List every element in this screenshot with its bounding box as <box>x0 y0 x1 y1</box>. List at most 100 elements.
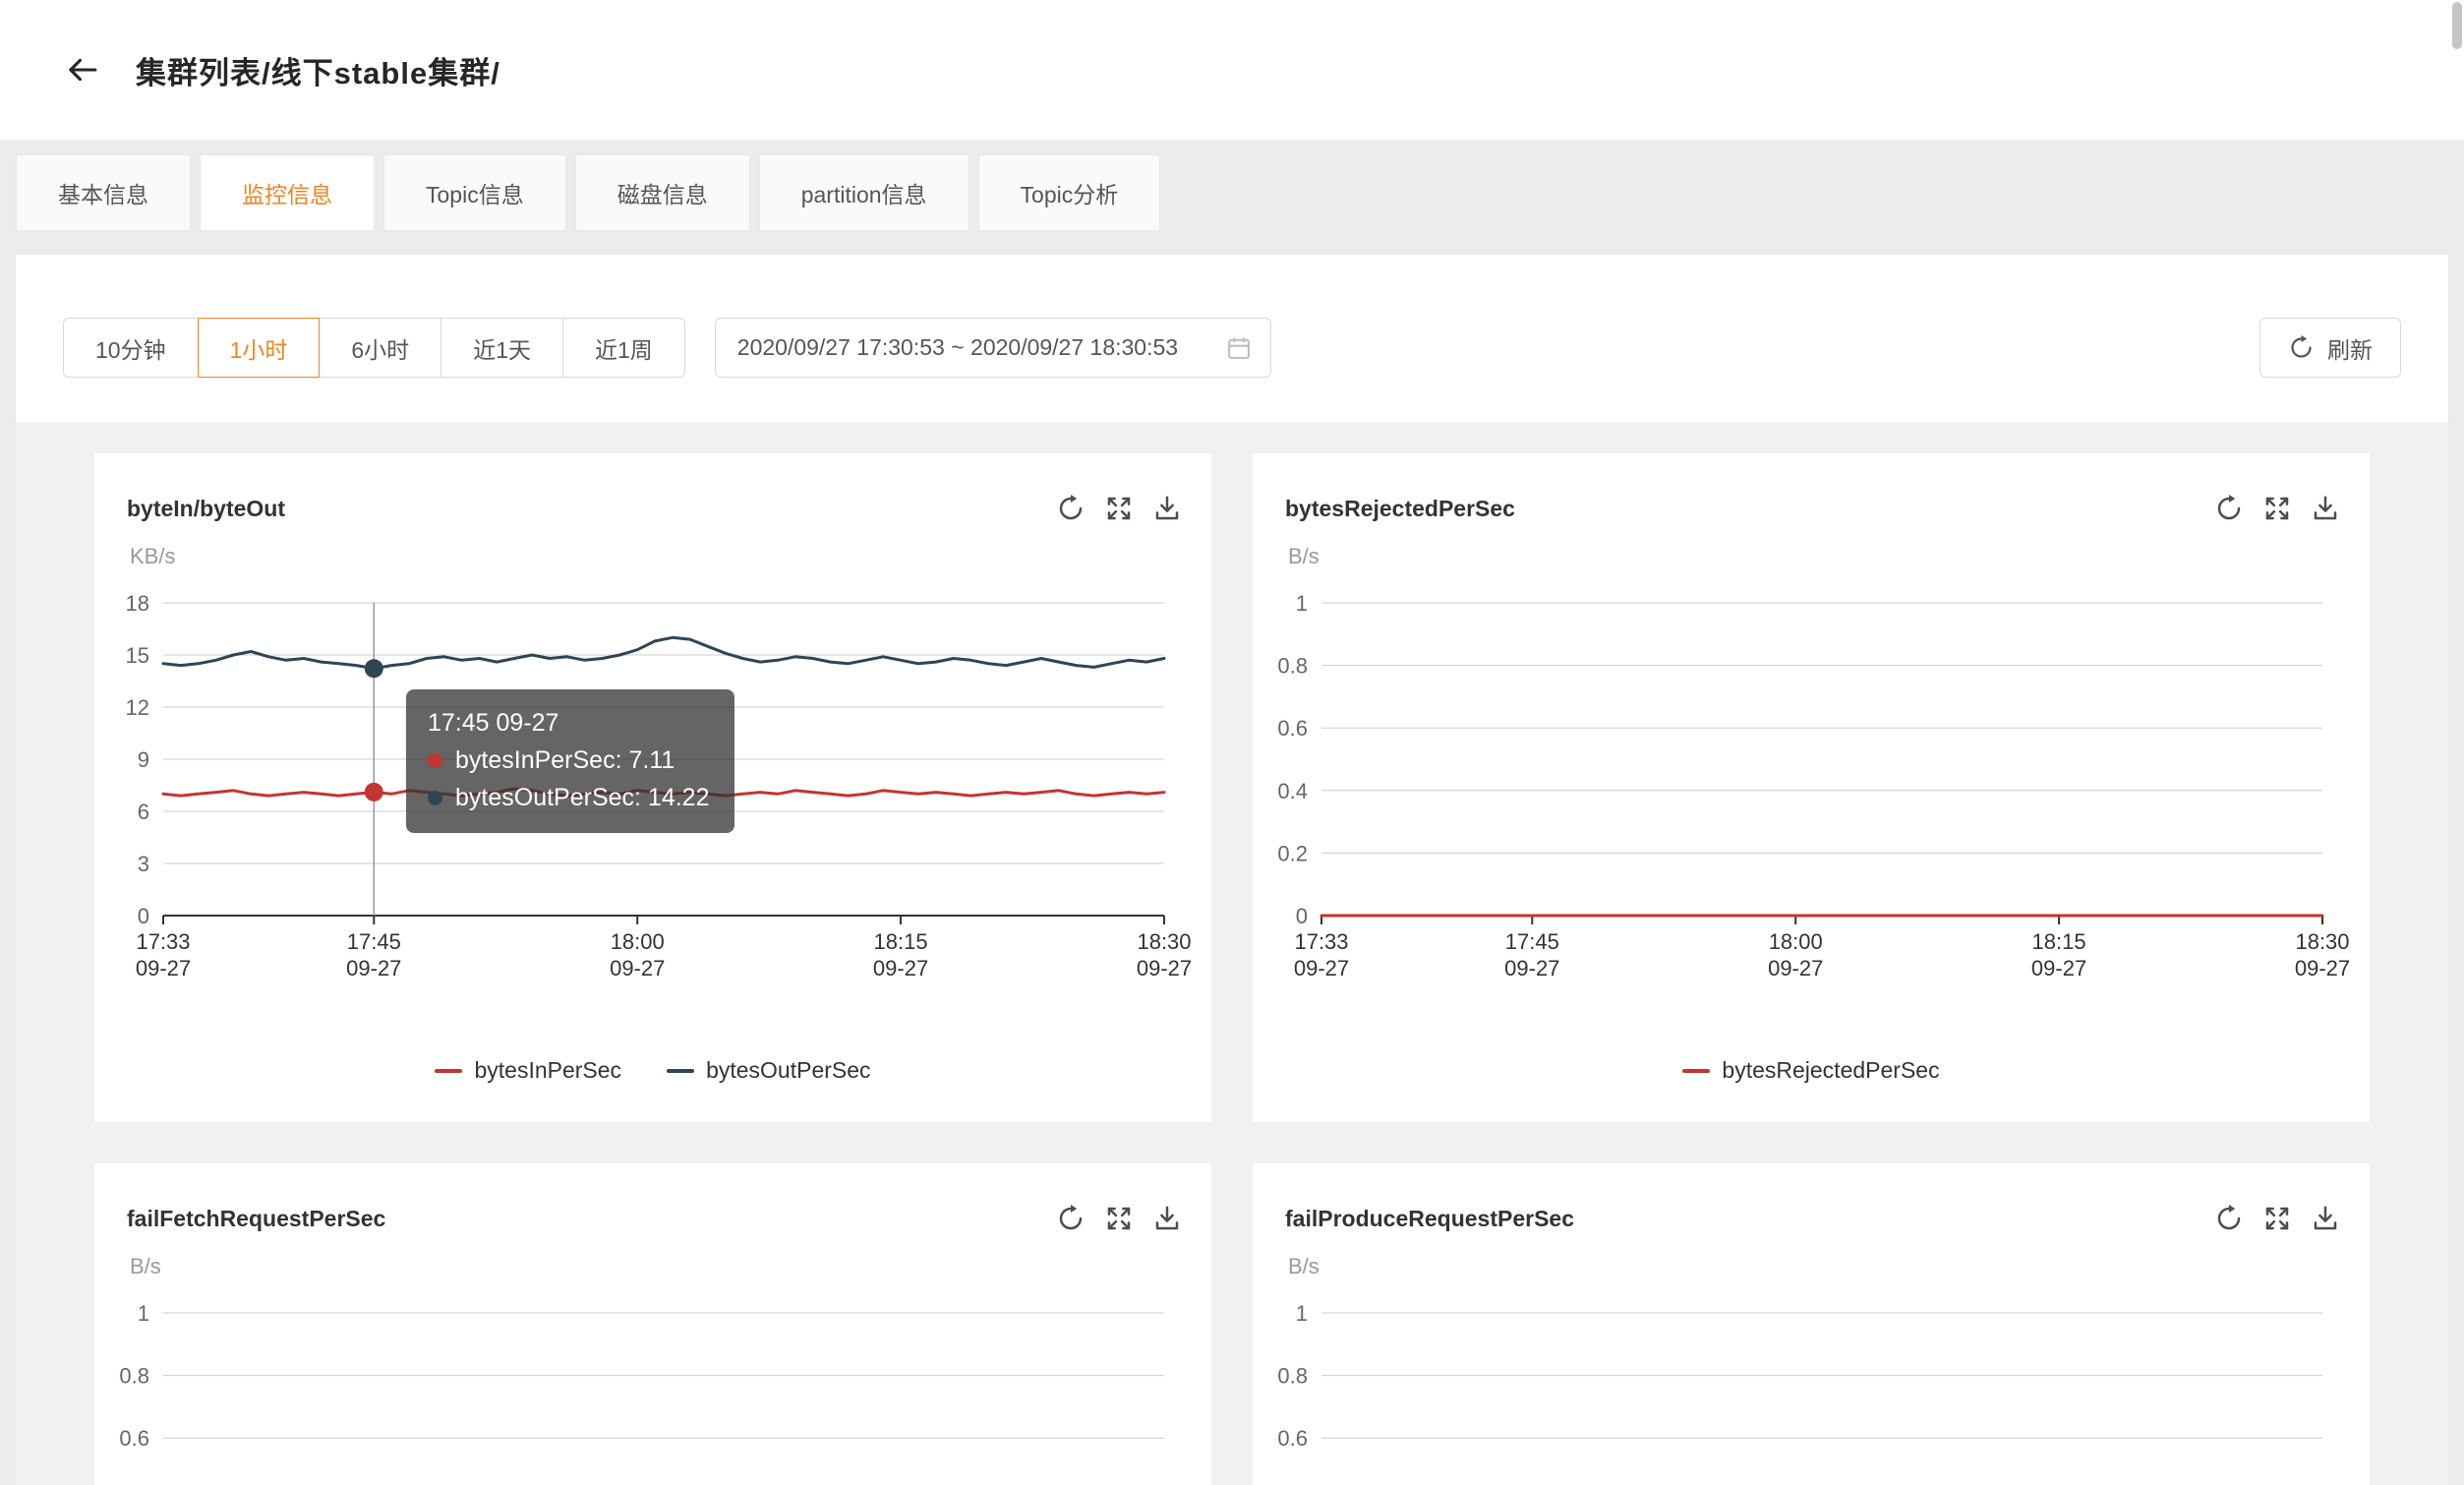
time-range-group: 10分钟 1小时 6小时 近1天 近1周 <box>63 318 685 378</box>
download-icon[interactable] <box>2311 1204 2340 1233</box>
time-range-2[interactable]: 6小时 <box>319 318 442 378</box>
time-range-3[interactable]: 近1天 <box>440 318 563 378</box>
chart-canvas[interactable]: KB/s 0 3 6 9 12 15 18 17:33 09-27 17:45 09-27 18:00 0… <box>94 538 1211 985</box>
tooltip-text: bytesOutPerSec: 14.22 <box>455 784 710 811</box>
time-range-1[interactable]: 1小时 <box>197 318 321 378</box>
y-tick-label: 6 <box>138 800 149 824</box>
refresh-button[interactable]: 刷新 <box>2259 318 2401 378</box>
chart-tooltip: 17:45 09-27 bytesInPerSec: 7.11 bytesOutPe… <box>406 689 735 833</box>
y-tick-label: 3 <box>138 852 149 876</box>
chart-title: byteIn/byteOut <box>127 495 286 521</box>
tab-1[interactable]: 监控信息 <box>200 154 375 231</box>
tab-label: Topic信息 <box>426 182 524 208</box>
y-tick-label: 0.8 <box>1277 654 1308 679</box>
main-card: 10分钟 1小时 6小时 近1天 近1周 2020/09/27 17:30:53 ~ 2… <box>16 255 2448 1485</box>
tab-label: partition信息 <box>800 182 927 208</box>
y-tick-label: 0.6 <box>119 1426 149 1451</box>
time-range-4[interactable]: 近1周 <box>561 318 685 378</box>
refresh-icon <box>2288 334 2315 361</box>
y-tick-label: 12 <box>126 695 149 720</box>
chart-legend: bytesRejectedPerSec <box>1253 1057 2370 1084</box>
tooltip-text: bytesInPerSec: 7.11 <box>455 746 675 774</box>
y-tick-label: 18 <box>126 591 149 616</box>
tab-label: 监控信息 <box>242 182 332 208</box>
tab-2[interactable]: Topic信息 <box>383 154 566 231</box>
series-dot-icon <box>428 790 442 805</box>
charts-grid: byteIn/byteOut KB/s 0 3 6 9 12 15 18 17:33 09-27 17… <box>16 422 2448 1485</box>
x-tick-label: 18:00 09-27 <box>610 929 665 980</box>
series-line <box>161 635 1166 671</box>
tab-5[interactable]: Topic分析 <box>977 154 1161 231</box>
chart-panel-head: bytesRejectedPerSec <box>1253 453 2370 538</box>
x-tick-label: 17:33 09-27 <box>136 929 191 980</box>
legend-item[interactable]: bytesRejectedPerSec <box>1682 1057 1940 1084</box>
chart-panel: failFetchRequestPerSecB/s00.20.40.60.811… <box>94 1163 1211 1485</box>
x-tick-label: 18:30 09-27 <box>2295 929 2350 980</box>
axis-unit-label: KB/s <box>130 544 175 568</box>
download-icon[interactable] <box>1152 494 1182 523</box>
breadcrumb: 集群列表/线下stable集群/ <box>136 55 500 90</box>
time-range-label: 近1周 <box>594 336 653 363</box>
back-button[interactable] <box>63 50 102 89</box>
tab-4[interactable]: partition信息 <box>758 154 969 231</box>
tooltip-row: bytesInPerSec: 7.11 <box>428 742 709 779</box>
x-tick-label: 18:15 09-27 <box>2031 929 2086 980</box>
tab-label: Topic分析 <box>1020 182 1119 208</box>
chart-legend: bytesInPerSec bytesOutPerSec <box>94 1057 1211 1084</box>
y-tick-label: 15 <box>126 643 149 668</box>
x-tick-label: 17:45 09-27 <box>1504 929 1559 980</box>
chart-action-icons <box>1056 494 1182 523</box>
download-icon[interactable] <box>1152 1204 1182 1233</box>
chart-action-icons <box>1056 1204 1182 1233</box>
tooltip-row: bytesOutPerSec: 14.22 <box>428 779 709 816</box>
date-range-picker[interactable]: 2020/09/27 17:30:53 ~ 2020/09/27 18:30:5… <box>714 318 1271 378</box>
time-range-0[interactable]: 10分钟 <box>63 318 199 378</box>
legend-item[interactable]: bytesOutPerSec <box>667 1057 871 1084</box>
chart-panel-head: byteIn/byteOut <box>94 453 1211 538</box>
series-point <box>364 782 383 802</box>
fullscreen-icon[interactable] <box>2262 494 2292 523</box>
legend-label: bytesInPerSec <box>474 1057 622 1083</box>
download-icon[interactable] <box>2311 494 2340 523</box>
axis-unit-label: B/s <box>130 1254 161 1278</box>
chart-title: bytesRejectedPerSec <box>1285 495 1515 521</box>
legend-mark <box>667 1068 695 1073</box>
fullscreen-icon[interactable] <box>1104 494 1134 523</box>
legend-label: bytesRejectedPerSec <box>1722 1057 1940 1083</box>
refresh-button-label: 刷新 <box>2327 336 2373 363</box>
toolbar: 10分钟 1小时 6小时 近1天 近1周 2020/09/27 17:30:53 ~ 2… <box>16 255 2448 378</box>
chart-title: failFetchRequestPerSec <box>127 1205 386 1231</box>
legend-item[interactable]: bytesInPerSec <box>435 1057 621 1084</box>
y-tick-label: 0 <box>138 904 149 928</box>
y-tick-label: 0.8 <box>119 1364 149 1389</box>
refresh-icon[interactable] <box>1056 494 1085 523</box>
y-tick-label: 1 <box>1296 1301 1308 1326</box>
fullscreen-icon[interactable] <box>1104 1204 1134 1233</box>
x-tick-label: 17:45 09-27 <box>346 929 401 980</box>
legend-mark <box>435 1068 463 1073</box>
time-range-label: 1小时 <box>229 336 288 363</box>
tab-0[interactable]: 基本信息 <box>16 154 191 231</box>
refresh-icon[interactable] <box>2214 1204 2244 1233</box>
x-tick-label: 18:30 09-27 <box>1137 929 1192 980</box>
tab-3[interactable]: 磁盘信息 <box>574 154 750 231</box>
refresh-icon[interactable] <box>2214 494 2244 523</box>
date-range-value: 2020/09/27 17:30:53 ~ 2020/09/27 18:30:5… <box>736 334 1179 360</box>
scrollbar-thumb[interactable] <box>2452 2 2462 49</box>
y-tick-label: 1 <box>1296 591 1308 616</box>
y-tick-label: 0 <box>1296 904 1308 928</box>
y-tick-label: 0.6 <box>1277 1426 1308 1451</box>
fullscreen-icon[interactable] <box>2262 1204 2292 1233</box>
chart-canvas[interactable]: B/s00.20.40.60.8117:3309-2717:4509-2718:… <box>1253 1248 2370 1485</box>
axis-unit-label: B/s <box>1288 544 1320 568</box>
chart-panel: bytesRejectedPerSec B/s 0 0.2 0.4 0.6 0.8 1 17:3… <box>1253 453 2370 1122</box>
x-tick-label: 18:15 09-27 <box>873 929 928 980</box>
legend-label: bytesOutPerSec <box>706 1057 871 1083</box>
series-point <box>364 659 383 679</box>
chart-canvas[interactable]: B/s00.20.40.60.8117:3309-2717:4509-2718:… <box>94 1248 1211 1485</box>
refresh-icon[interactable] <box>1056 1204 1085 1233</box>
tooltip-title: 17:45 09-27 <box>428 709 559 737</box>
tab-bar: 基本信息 监控信息 Topic信息 磁盘信息 partition信息 Topic分析 <box>16 154 2464 231</box>
arrow-left-icon <box>65 52 100 88</box>
